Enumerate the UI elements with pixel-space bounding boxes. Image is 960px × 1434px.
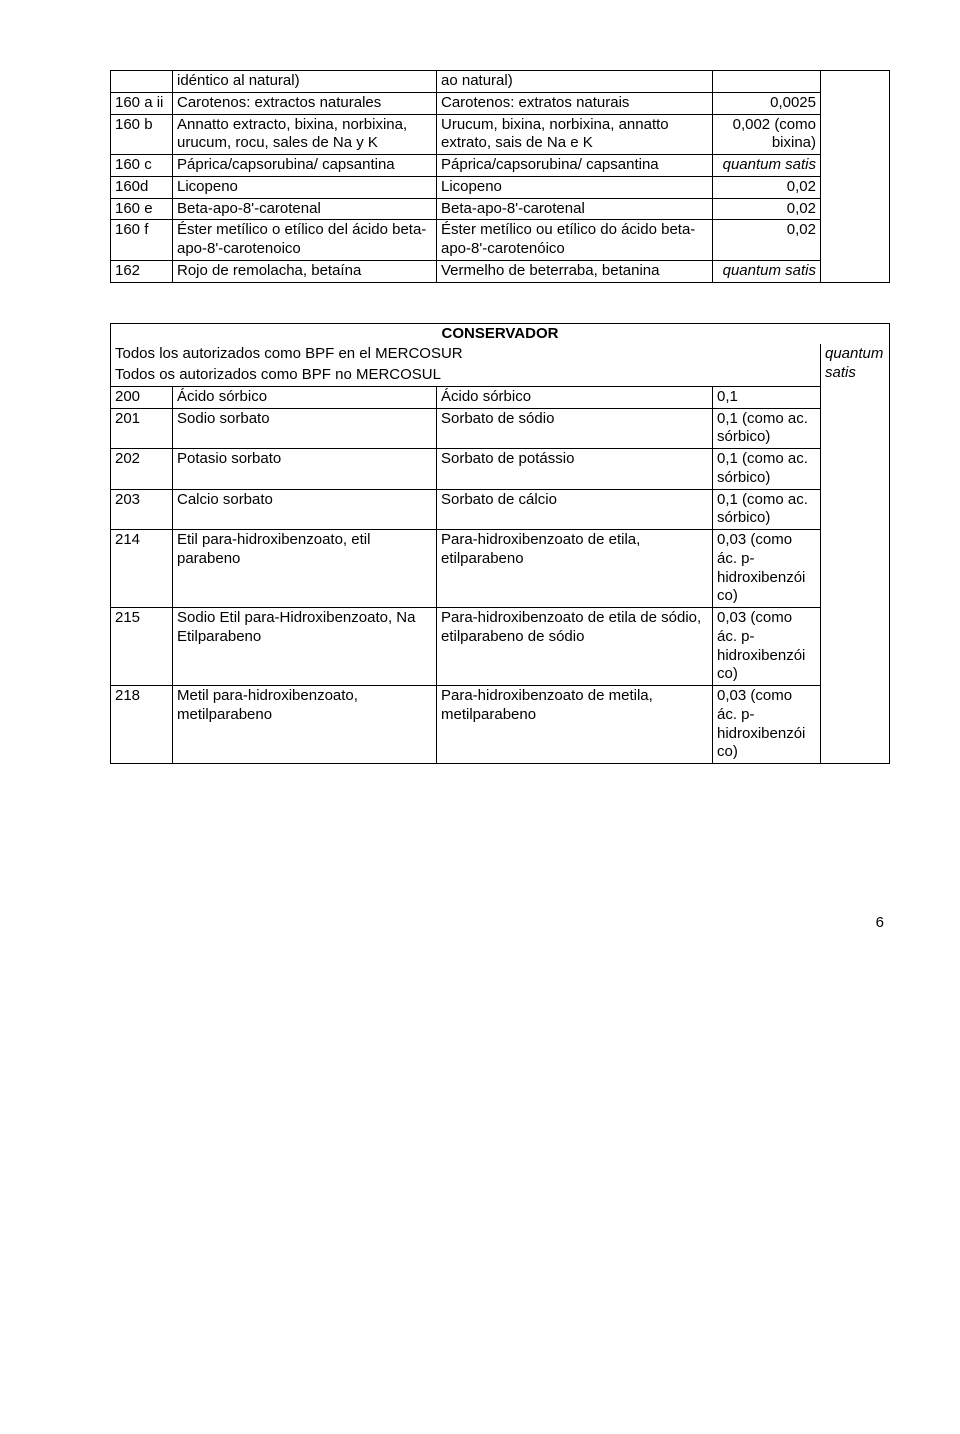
colorants-table: idéntico al natural) ao natural) 160 a i… (110, 70, 890, 283)
cell: 0,002 (como bixina) (713, 114, 821, 155)
cell: Ácido sórbico (437, 386, 713, 408)
cell: idéntico al natural) (173, 71, 437, 93)
cell: 0,03 (como ác. p-hidroxibenzói co) (713, 608, 821, 686)
cell: Beta-apo-8'-carotenal (173, 198, 437, 220)
cell: 0,02 (713, 220, 821, 261)
cell: Annatto extracto, bixina, norbixina, uru… (173, 114, 437, 155)
table-title-row: CONSERVADOR (111, 323, 890, 344)
cell: quantum satis (713, 155, 821, 177)
cell: Carotenos: extractos naturales (173, 92, 437, 114)
cell: 160d (111, 176, 173, 198)
cell: Sorbato de cálcio (437, 489, 713, 530)
cell: Éster metílico o etílico del ácido beta-… (173, 220, 437, 261)
cell: Páprica/capsorubina/ capsantina (173, 155, 437, 177)
cell: 203 (111, 489, 173, 530)
cell: 162 (111, 260, 173, 282)
table-row: 203 Calcio sorbato Sorbato de cálcio 0,1… (111, 489, 890, 530)
cell: Sodio sorbato (173, 408, 437, 449)
cell: 0,1 (como ac. sórbico) (713, 449, 821, 490)
cell: Vermelho de beterraba, betanina (437, 260, 713, 282)
cell: 160 e (111, 198, 173, 220)
cell: Licopeno (173, 176, 437, 198)
spacer (110, 283, 890, 323)
cell: Páprica/capsorubina/ capsantina (437, 155, 713, 177)
table-row: 160 b Annatto extracto, bixina, norbixin… (111, 114, 890, 155)
cell: Licopeno (437, 176, 713, 198)
table-row: 200 Ácido sórbico Ácido sórbico 0,1 (111, 386, 890, 408)
cell: 0,02 (713, 176, 821, 198)
conservador-table: CONSERVADOR Todos los autorizados como B… (110, 323, 890, 765)
table-row: 160d Licopeno Licopeno 0,02 (111, 176, 890, 198)
cell: quantum satis (713, 260, 821, 282)
cell: Calcio sorbato (173, 489, 437, 530)
table-title: CONSERVADOR (111, 323, 890, 344)
cell: Metil para-hidroxibenzoato, metilparaben… (173, 686, 437, 764)
cell: Beta-apo-8'-carotenal (437, 198, 713, 220)
cell: ao natural) (437, 71, 713, 93)
cell: 0,0025 (713, 92, 821, 114)
cell: 0,1 (713, 386, 821, 408)
table-row: 162 Rojo de remolacha, betaína Vermelho … (111, 260, 890, 282)
header-text-es: Todos los autorizados como BPF en el MER… (111, 344, 821, 365)
cell: Ácido sórbico (173, 386, 437, 408)
table-row: 202 Potasio sorbato Sorbato de potássio … (111, 449, 890, 490)
header-text-pt: Todos os autorizados como BPF no MERCOSU… (111, 365, 821, 386)
table-header-row: Todos os autorizados como BPF no MERCOSU… (111, 365, 890, 386)
cell: 0,1 (como ac. sórbico) (713, 408, 821, 449)
cell: 201 (111, 408, 173, 449)
cell: Sodio Etil para-Hidroxibenzoato, Na Etil… (173, 608, 437, 686)
cell: Éster metílico ou etílico do ácido beta-… (437, 220, 713, 261)
cell: 202 (111, 449, 173, 490)
cell: 0,03 (como ác. p-hidroxibenzói co) (713, 686, 821, 764)
table-row: 215 Sodio Etil para-Hidroxibenzoato, Na … (111, 608, 890, 686)
table-row: 160 c Páprica/capsorubina/ capsantina Pá… (111, 155, 890, 177)
page-number: 6 (110, 914, 890, 931)
cell: 0,03 (como ác. p-hidroxibenzói co) (713, 530, 821, 608)
table-row: 160 e Beta-apo-8'-carotenal Beta-apo-8'-… (111, 198, 890, 220)
cell: Sorbato de sódio (437, 408, 713, 449)
cell: 160 f (111, 220, 173, 261)
cell: 214 (111, 530, 173, 608)
cell: 218 (111, 686, 173, 764)
table-row: idéntico al natural) ao natural) (111, 71, 890, 93)
cell: Urucum, bixina, norbixina, annatto extra… (437, 114, 713, 155)
cell: Rojo de remolacha, betaína (173, 260, 437, 282)
table-row: 218 Metil para-hidroxibenzoato, metilpar… (111, 686, 890, 764)
cell: Carotenos: extratos naturais (437, 92, 713, 114)
cell: 160 c (111, 155, 173, 177)
table-row: 201 Sodio sorbato Sorbato de sódio 0,1 (… (111, 408, 890, 449)
cell: Etil para-hidroxibenzoato, etil parabeno (173, 530, 437, 608)
table-row: 214 Etil para-hidroxibenzoato, etil para… (111, 530, 890, 608)
table-header-row: Todos los autorizados como BPF en el MER… (111, 344, 890, 365)
cell: Para-hidroxibenzoato de etila, etilparab… (437, 530, 713, 608)
cell: 160 a ii (111, 92, 173, 114)
table-row: 160 f Éster metílico o etílico del ácido… (111, 220, 890, 261)
table-row: 160 a ii Carotenos: extractos naturales … (111, 92, 890, 114)
cell: Para-hidroxibenzoato de metila, metilpar… (437, 686, 713, 764)
cell: 215 (111, 608, 173, 686)
cell: Sorbato de potássio (437, 449, 713, 490)
cell: 200 (111, 386, 173, 408)
cell: Para-hidroxibenzoato de etila de sódio, … (437, 608, 713, 686)
header-value: quantum satis (821, 344, 890, 763)
cell: 0,1 (como ac. sórbico) (713, 489, 821, 530)
cell: Potasio sorbato (173, 449, 437, 490)
cell: 160 b (111, 114, 173, 155)
cell: 0,02 (713, 198, 821, 220)
